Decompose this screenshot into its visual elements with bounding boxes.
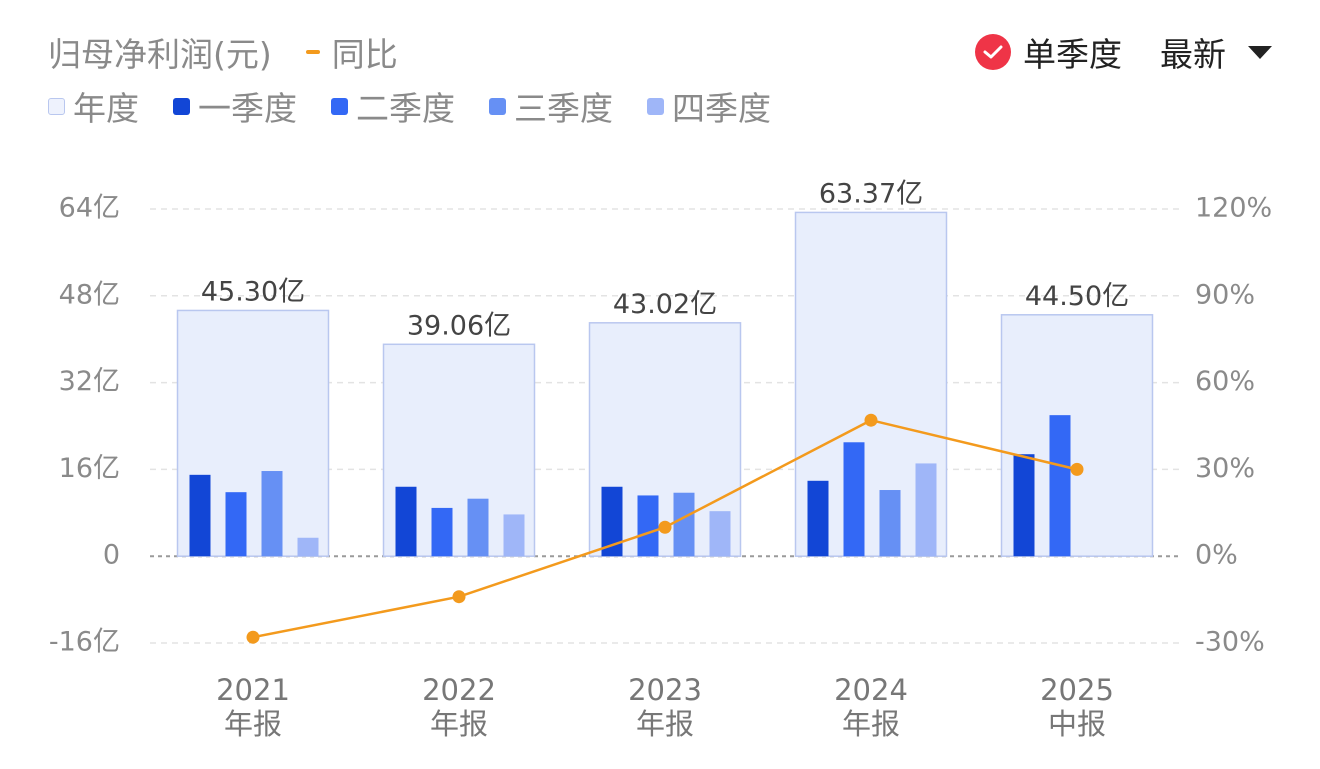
x-tick-period: 年报 <box>430 707 488 741</box>
legend-row-periods: 年度 一季度 二季度 三季度 四季度 <box>48 82 805 130</box>
yoy-point <box>1070 462 1084 476</box>
y-left-tick-label: 32亿 <box>59 366 120 397</box>
legend-label-q3: 三季度 <box>514 89 613 128</box>
x-tick-period: 年报 <box>842 707 900 741</box>
yoy-point <box>658 520 672 534</box>
x-tick-year: 2025 <box>1040 673 1114 707</box>
legend-series-yoy[interactable]: 同比 <box>305 28 398 76</box>
annual-value-label: 39.06亿 <box>407 310 511 341</box>
quarter-bar-q2 <box>431 507 453 557</box>
y-left-tick-label: 16亿 <box>59 453 120 484</box>
legend-label-yoy: 同比 <box>331 35 398 74</box>
quarter-bar-q3 <box>879 490 901 557</box>
quarter-bar-q3 <box>467 498 489 557</box>
x-tick-period: 年报 <box>224 707 282 741</box>
period-dropdown[interactable]: 最新 <box>1160 35 1226 74</box>
legend-item-q4[interactable]: 四季度 <box>647 82 771 130</box>
legend-series-net-profit[interactable]: 归母净利润(元) <box>48 28 272 76</box>
legend-label-q2: 二季度 <box>356 89 455 128</box>
quarter-bar-q2 <box>637 495 659 557</box>
quarter-bar-q4 <box>915 463 937 557</box>
legend-label-q1: 一季度 <box>198 89 297 128</box>
x-tick-year: 2023 <box>628 673 702 707</box>
q2-swatch <box>331 97 348 115</box>
legend-label-annual: 年度 <box>73 89 139 128</box>
x-tick-period: 中报 <box>1048 707 1106 741</box>
quarter-bar-q1 <box>601 486 623 557</box>
y-left-tick-label: 0 <box>103 540 120 571</box>
yoy-point <box>246 630 260 644</box>
legend-label-q4: 四季度 <box>672 89 771 128</box>
x-tick-year: 2021 <box>216 673 290 707</box>
legend-label-net-profit: 归母净利润(元) <box>48 35 272 74</box>
annual-value-label: 43.02亿 <box>613 289 717 320</box>
quarter-bar-q2 <box>225 492 247 557</box>
yoy-point <box>452 590 466 604</box>
check-icon <box>983 45 1003 59</box>
quarter-bar-q2 <box>843 442 865 557</box>
quarter-bar-q2 <box>1049 415 1071 557</box>
quarter-bar-q1 <box>395 486 417 557</box>
y-right-tick-label: 30% <box>1195 453 1255 484</box>
single-quarter-label[interactable]: 单季度 <box>1023 35 1122 74</box>
annual-value-label: 45.30亿 <box>201 276 305 307</box>
q1-swatch <box>173 97 190 115</box>
quarter-bar-q4 <box>503 514 525 557</box>
quarter-bar-q4 <box>709 511 731 557</box>
x-tick-year: 2022 <box>422 673 496 707</box>
y-left-tick-label: 64亿 <box>59 193 120 224</box>
chart-controls: 单季度 最新 <box>975 28 1272 76</box>
quarter-bar-q1 <box>807 480 829 557</box>
y-left-tick-label: -16亿 <box>49 627 120 658</box>
quarter-bar-q1 <box>1013 454 1035 557</box>
legend-item-q2[interactable]: 二季度 <box>331 82 455 130</box>
legend-row-primary: 归母净利润(元) 同比 <box>48 28 432 76</box>
x-tick-period: 年报 <box>636 707 694 741</box>
y-right-tick-label: -30% <box>1195 627 1265 658</box>
single-quarter-toggle[interactable] <box>975 34 1011 70</box>
yoy-point <box>864 413 878 427</box>
annual-swatch <box>48 97 65 115</box>
y-right-tick-label: 120% <box>1195 193 1272 224</box>
quarter-bar-q1 <box>189 474 211 557</box>
y-right-tick-label: 90% <box>1195 279 1255 310</box>
y-right-tick-label: 0% <box>1195 540 1238 571</box>
q4-swatch <box>647 97 664 115</box>
y-left-tick-label: 48亿 <box>59 279 120 310</box>
y-right-tick-label: 60% <box>1195 366 1255 397</box>
chevron-down-icon[interactable] <box>1248 45 1272 59</box>
q3-swatch <box>489 97 506 115</box>
legend-item-q3[interactable]: 三季度 <box>489 82 613 130</box>
yoy-line-swatch <box>305 50 320 54</box>
quarter-bar-q3 <box>673 492 695 557</box>
legend-item-q1[interactable]: 一季度 <box>173 82 297 130</box>
x-tick-year: 2024 <box>834 673 908 707</box>
annual-value-label: 63.37亿 <box>819 178 923 209</box>
quarter-bar-q3 <box>261 471 283 557</box>
annual-value-label: 44.50亿 <box>1025 281 1129 312</box>
legend-item-annual[interactable]: 年度 <box>48 82 139 130</box>
quarter-bar-q4 <box>297 537 319 557</box>
